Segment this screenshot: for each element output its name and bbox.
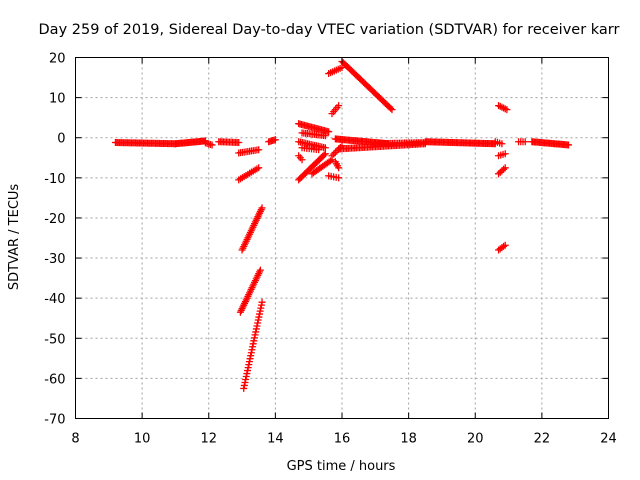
y-tick-label: 20 [49, 52, 66, 67]
data-point-mid-9 [333, 147, 341, 155]
data-point-mid-9 [331, 148, 339, 156]
x-tick-label: 20 [467, 432, 484, 447]
data-point-mid-9 [336, 143, 344, 151]
data-point-right-2 [501, 150, 509, 158]
data-point-mid-2 [321, 132, 329, 140]
data-point-mid-5 [320, 151, 328, 159]
data-point-mid-9 [335, 145, 343, 153]
data-point-arc-b [255, 164, 263, 172]
data-point-right-3 [496, 168, 504, 176]
data-point-right-1 [503, 106, 511, 114]
data-point-baseline-11 [565, 141, 573, 149]
data-point-baseline-5 [271, 136, 279, 144]
data-point-right-4 [501, 241, 509, 249]
data-point-mid-7 [335, 174, 343, 182]
data-point-mid-1 [325, 128, 333, 136]
data-point-right-1 [501, 105, 509, 113]
data-point-baseline-10 [521, 138, 529, 146]
y-tick-label: 0 [57, 132, 65, 147]
data-point-right-3 [495, 170, 503, 178]
data-point-right-3 [500, 165, 508, 173]
y-tick-label: -10 [44, 172, 65, 187]
data-point-mid-8 [335, 164, 343, 172]
data-point-mid-3 [321, 144, 329, 152]
x-tick-label: 14 [267, 432, 284, 447]
x-axis-label: GPS time / hours [287, 459, 396, 474]
data-point-right-5 [498, 140, 506, 148]
y-tick-label: 10 [49, 92, 66, 107]
data-point-right-1 [498, 103, 506, 111]
x-tick-label: 18 [400, 432, 417, 447]
x-tick-label: 24 [600, 432, 617, 447]
data-point-right-1 [500, 104, 508, 112]
data-point-mid-4 [315, 146, 323, 154]
x-tick-label: 22 [534, 432, 551, 447]
data-point-high-2 [338, 64, 346, 72]
data-point-high-1 [387, 104, 395, 112]
data-point-dip-3 [258, 298, 266, 306]
y-tick-label: -30 [44, 252, 65, 267]
data-point-right-4 [500, 242, 508, 250]
y-tick-label: -60 [44, 372, 65, 387]
data-point-right-3 [501, 164, 509, 172]
y-tick-label: -70 [44, 413, 65, 428]
chart-title: Day 259 of 2019, Sidereal Day-to-day VTE… [39, 22, 620, 38]
x-tick-label: 8 [71, 432, 79, 447]
axis-ticks: 8 10 12 14 16 18 20 22 24 20 10 0 -10 -20 -30 -40 -50 -60… [44, 52, 617, 447]
data-point-mid-6 [326, 157, 334, 165]
y-axis-label: SDTVAR / TECUs [7, 184, 22, 291]
data-point-baseline-4 [235, 139, 243, 147]
x-tick-label: 12 [200, 432, 217, 447]
data-point-right-1 [496, 102, 504, 110]
data-point-right-1 [495, 102, 503, 110]
data-point-mid-5 [321, 150, 329, 158]
data-point-mid-9 [330, 150, 338, 158]
data-point-dip-1 [258, 204, 266, 212]
data-point-mid-9 [338, 142, 346, 150]
data-point-right-3 [498, 167, 506, 175]
data-point-mid-10 [298, 156, 306, 164]
x-tick-label: 10 [134, 432, 151, 447]
data-point-high-1 [388, 106, 396, 114]
data-point-baseline-3 [208, 141, 216, 149]
data-point-arc-a [255, 146, 263, 154]
data-points [111, 58, 573, 392]
y-tick-label: -40 [44, 292, 65, 307]
grid [75, 57, 609, 419]
y-tick-label: -50 [44, 332, 65, 347]
data-point-dip-2 [256, 266, 264, 274]
data-point-high-3 [335, 102, 343, 110]
data-point-mid-9 [328, 152, 336, 160]
y-tick-label: -20 [44, 212, 65, 227]
x-tick-label: 16 [334, 432, 351, 447]
